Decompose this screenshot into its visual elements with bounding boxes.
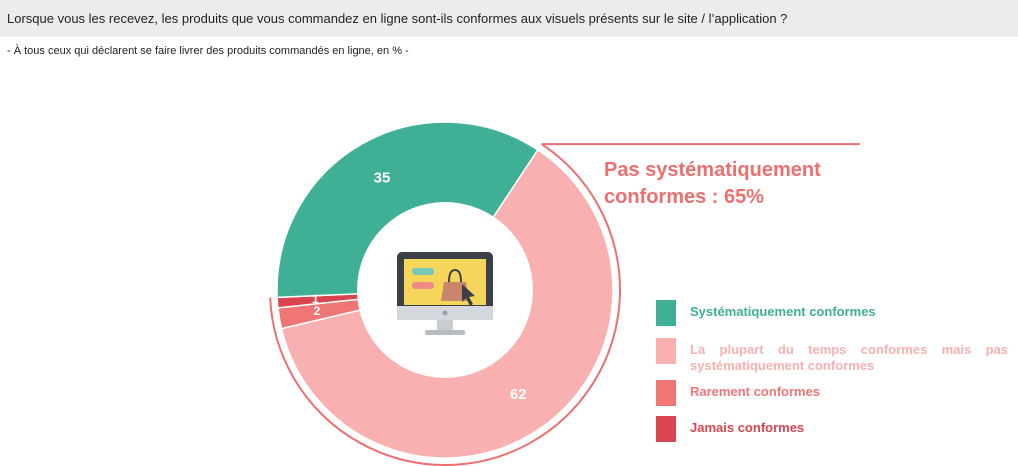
data-labels: 62 21 35: [312, 170, 527, 403]
data-label: 35: [374, 170, 391, 187]
legend-swatch: [656, 300, 676, 326]
data-label: 2: [314, 304, 321, 318]
computer-shopping-bag-icon: [397, 252, 493, 335]
data-label: 1: [312, 292, 319, 306]
legend-swatch: [656, 338, 676, 364]
callout-text: Pas systématiquement conformes : 65%: [604, 157, 904, 211]
question-text: Lorsque vous les recevez, les produits q…: [7, 11, 788, 26]
header-bar: Lorsque vous les recevez, les produits q…: [0, 0, 1018, 37]
legend-label: Rarement conformes: [690, 384, 821, 399]
callout-line-2: conformes : 65%: [604, 186, 765, 208]
donut-slice: [276, 121, 539, 299]
chart-subtitle: - À tous ceux qui déclarent se faire liv…: [7, 45, 409, 57]
legend-swatch: [656, 416, 676, 442]
legend-swatch: [656, 380, 676, 406]
legend-label: La plupart du temps conformes mais pas s…: [690, 342, 1008, 373]
legend-label: Systématiquement conformes: [690, 304, 876, 319]
data-label: 62: [510, 386, 527, 403]
legend-label: Jamais conformes: [690, 420, 805, 435]
callout-bracket: [269, 143, 860, 466]
callout-line-1: Pas systématiquement: [604, 159, 821, 181]
callout-arc: [269, 143, 621, 466]
